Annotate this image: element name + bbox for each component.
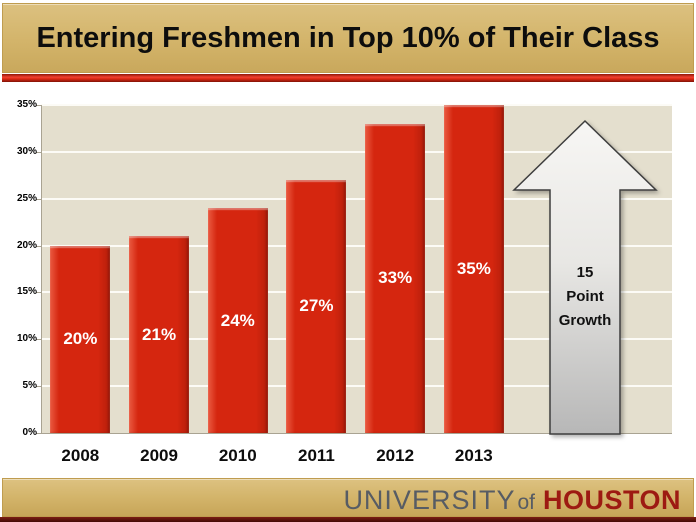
y-axis-tick <box>36 198 41 200</box>
y-axis-tick <box>36 151 41 153</box>
gridline <box>41 385 672 388</box>
bar-value-label: 20% <box>63 329 98 349</box>
x-axis-category-label: 2008 <box>61 446 100 465</box>
y-axis-tick <box>36 105 41 106</box>
y-axis-tick-label: 0% <box>22 427 37 438</box>
bottom-maroon-strip <box>0 517 696 522</box>
gridline <box>41 150 672 153</box>
growth-arrow-label-line: Point <box>566 288 604 305</box>
footer-university-text: UNIVERSITY <box>343 485 516 515</box>
bar: 20% <box>50 245 111 433</box>
x-axis-category-label: 2013 <box>454 446 493 465</box>
y-axis-tick <box>36 292 41 294</box>
footer-of-text: of <box>517 491 535 514</box>
y-axis-line <box>41 105 42 434</box>
growth-arrow-label-line: 15 <box>577 264 594 281</box>
gridline <box>41 244 672 247</box>
gridline <box>41 197 672 200</box>
bar-value-label: 33% <box>378 268 413 288</box>
bar: 27% <box>286 179 347 433</box>
x-axis-category-label: 2012 <box>376 446 415 465</box>
bar: 33% <box>365 123 426 433</box>
y-axis-tick-label: 10% <box>16 333 37 345</box>
growth-arrow-shape <box>512 119 658 435</box>
y-axis-tick <box>36 433 41 434</box>
y-axis-tick <box>36 386 41 388</box>
y-axis-tick-label: 5% <box>22 380 37 392</box>
y-axis-tick <box>36 339 41 341</box>
x-axis-line <box>41 433 672 434</box>
bar: 24% <box>207 208 268 433</box>
bar-value-label: 21% <box>142 324 177 344</box>
bar: 35% <box>443 105 504 433</box>
x-axis-category-label: 2010 <box>218 446 257 465</box>
y-axis-tick <box>36 245 41 247</box>
slide-title: Entering Freshmen in Top 10% of Their Cl… <box>36 21 660 54</box>
bar: 21% <box>129 236 190 433</box>
gridline <box>41 104 672 106</box>
bar-value-label: 35% <box>456 259 491 278</box>
title-banner: Entering Freshmen in Top 10% of Their Cl… <box>2 3 694 73</box>
gridline <box>41 338 672 341</box>
footer-houston-text: HOUSTON <box>542 485 681 515</box>
x-axis-category-label: 2009 <box>140 446 178 465</box>
x-axis-category-label: 2011 <box>297 446 335 465</box>
y-axis-tick-label: 35% <box>16 99 37 110</box>
footer-banner: UNIVERSITY of HOUSTON <box>2 478 694 517</box>
bar-value-label: 27% <box>299 296 334 316</box>
growth-arrow-label-line: Growth <box>559 312 612 329</box>
y-axis-tick-label: 30% <box>16 145 37 157</box>
growth-arrow-label: 15 Point Growth <box>559 264 612 329</box>
bar-value-label: 24% <box>220 310 255 330</box>
y-axis-tick-label: 20% <box>16 239 37 251</box>
gridline <box>41 291 672 294</box>
y-axis-tick-label: 25% <box>16 192 37 204</box>
title-underline-bar <box>2 74 694 82</box>
y-axis-tick-label: 15% <box>16 286 37 298</box>
